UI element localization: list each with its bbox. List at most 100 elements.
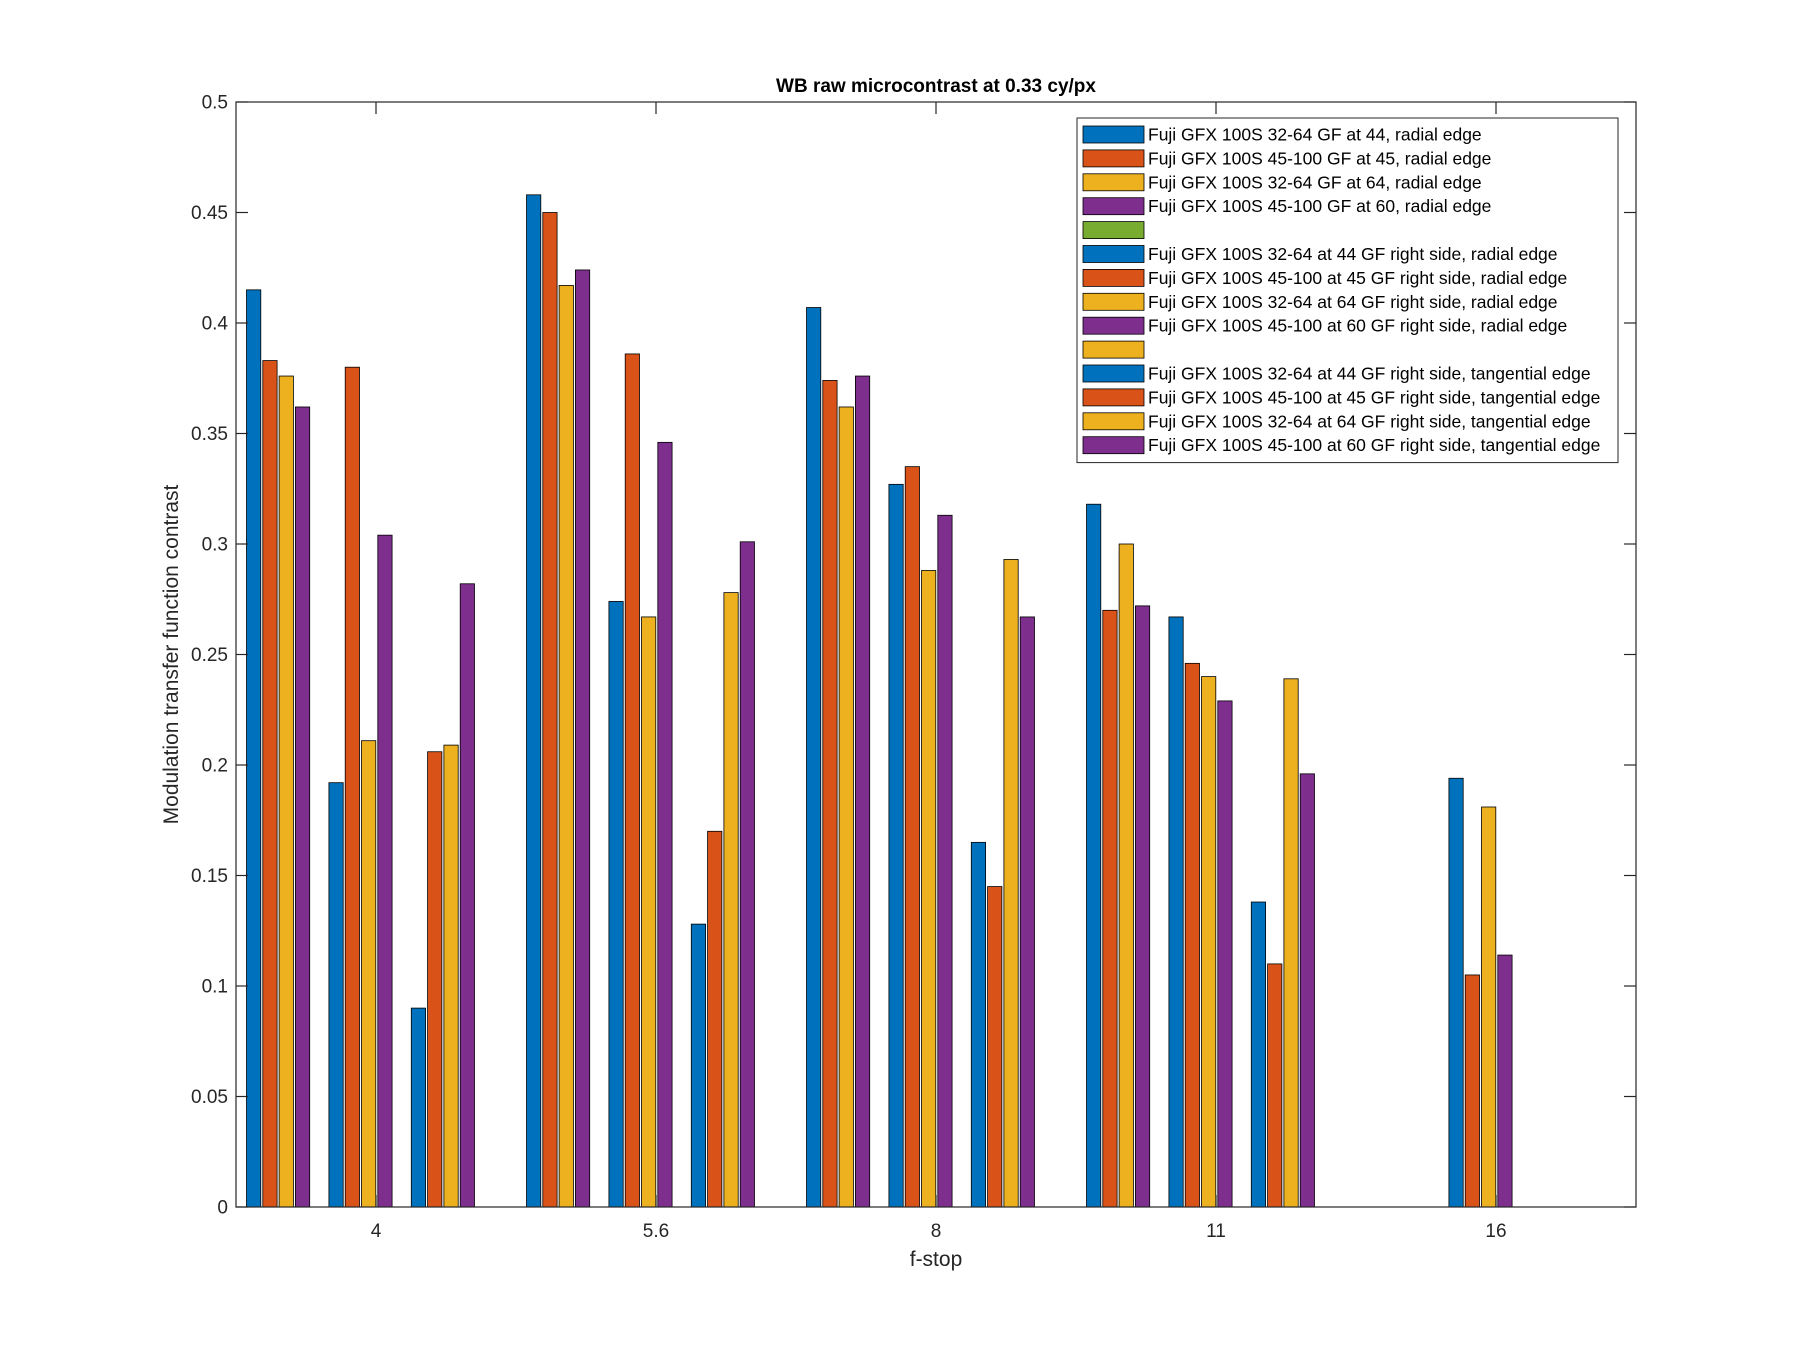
bar-series3-11 — [1118, 543, 1134, 1208]
bar-series1-4 — [246, 289, 262, 1208]
bar-series4-5_6 — [575, 269, 591, 1208]
y-axis-label: Modulation transfer function contrast — [160, 484, 183, 824]
y-tick-label: 0.15 — [191, 866, 228, 887]
bar-series5-11 — [1168, 616, 1184, 1208]
bar-series4-11 — [1135, 605, 1151, 1208]
bar-series2-4 — [262, 360, 278, 1208]
y-tick-label: 0 — [217, 1198, 228, 1219]
chart-title: WB raw microcontrast at 0.33 cy/px — [776, 76, 1096, 97]
bar-series3-5_6 — [558, 285, 574, 1208]
bar-series9-8 — [970, 841, 986, 1208]
bar-series8-16 — [1497, 954, 1513, 1208]
legend-box — [1076, 117, 1619, 464]
legend-swatch — [1082, 436, 1145, 455]
bar-series12-8 — [1019, 616, 1035, 1208]
x-tick-label: 4 — [371, 1221, 382, 1242]
legend-label: Fuji GFX 100S 45-100 at 60 GF right side… — [1148, 316, 1567, 336]
legend-swatch — [1082, 364, 1145, 383]
legend-swatch — [1082, 412, 1145, 431]
bar-series5-8 — [888, 483, 904, 1208]
bar-series4-4 — [294, 406, 311, 1208]
legend-swatch — [1082, 245, 1145, 263]
bar-series9-5_6 — [690, 923, 706, 1208]
bar-series5-4 — [328, 782, 344, 1208]
legend-label: Fuji GFX 100S 32-64 at 44 GF right side,… — [1148, 364, 1591, 384]
legend-swatch — [1082, 173, 1145, 192]
bar-series5-16 — [1448, 777, 1464, 1208]
legend-swatch — [1082, 316, 1145, 335]
bar-series10-4 — [427, 751, 443, 1208]
bar-series8-5_6 — [657, 441, 673, 1208]
bar-series8-11 — [1217, 700, 1233, 1208]
legend-swatch — [1082, 388, 1145, 407]
y-tick-label: 0.2 — [202, 756, 228, 777]
bar-series3-8 — [838, 406, 854, 1208]
bar-series11-11 — [1283, 678, 1299, 1208]
y-tick-label: 0.05 — [191, 1087, 228, 1108]
bar-series10-5_6 — [707, 830, 723, 1208]
bar-series11-5_6 — [723, 592, 739, 1208]
bar-series3-4 — [278, 375, 294, 1208]
bar-series9-11 — [1250, 901, 1267, 1208]
legend-swatch — [1082, 125, 1145, 144]
legend-swatch — [1082, 340, 1145, 359]
legend-label: Fuji GFX 100S 45-100 GF at 60, radial ed… — [1148, 196, 1491, 216]
bar-series1-8 — [806, 307, 822, 1208]
bar-series7-11 — [1201, 676, 1217, 1208]
legend-label: Fuji GFX 100S 32-64 at 64 GF right side,… — [1148, 411, 1591, 431]
bar-series7-16 — [1481, 806, 1497, 1208]
x-tick-label: 8 — [931, 1221, 942, 1242]
bar-series11-4 — [443, 744, 459, 1208]
bar-series2-8 — [822, 380, 838, 1208]
legend-label: Fuji GFX 100S 45-100 at 45 GF right side… — [1148, 268, 1567, 288]
bar-series5-5_6 — [608, 601, 624, 1208]
y-tick-label: 0.3 — [202, 535, 228, 556]
y-tick-label: 0.25 — [191, 645, 228, 666]
ticks-layer: 0 0.05 0.1 0.15 0.2 0.25 0.3 0.35 0.4 0.45 0.5 4 5.6… — [191, 93, 1636, 1242]
legend-label: Fuji GFX 100S 32-64 at 44 GF right side,… — [1148, 244, 1558, 264]
bar-series8-4 — [377, 534, 393, 1208]
y-tick-label: 0.4 — [202, 314, 229, 335]
legend-label: Fuji GFX 100S 45-100 at 45 GF right side… — [1148, 387, 1600, 407]
y-tick-label: 0.45 — [191, 203, 228, 224]
bar-series7-5_6 — [641, 616, 657, 1208]
bar-series6-11 — [1184, 662, 1200, 1208]
bar-series11-8 — [1003, 559, 1019, 1208]
bar-series7-4 — [361, 740, 377, 1208]
legend-label: Fuji GFX 100S 45-100 at 60 GF right side… — [1148, 435, 1600, 455]
x-axis-label: f-stop — [910, 1248, 963, 1271]
legend-label: Fuji GFX 100S 45-100 GF at 45, radial ed… — [1148, 148, 1491, 168]
bar-series9-4 — [410, 1007, 426, 1208]
legend-swatch — [1082, 292, 1145, 311]
y-tick-label: 0.35 — [191, 424, 228, 445]
legend-label: Fuji GFX 100S 32-64 GF at 64, radial edg… — [1148, 172, 1482, 192]
bar-series8-8 — [937, 514, 953, 1208]
legend-swatch — [1082, 268, 1145, 287]
legend-swatch — [1082, 197, 1145, 216]
bar-series6-5_6 — [624, 353, 640, 1208]
bar-series2-5_6 — [542, 212, 558, 1208]
bar-series6-8 — [904, 466, 920, 1208]
y-tick-label: 0.1 — [202, 977, 228, 998]
x-tick-label: 16 — [1485, 1221, 1506, 1242]
bar-series12-11 — [1299, 773, 1315, 1208]
legend-swatch — [1082, 221, 1145, 240]
bar-series1-11 — [1086, 503, 1102, 1208]
bar-series7-8 — [921, 570, 937, 1208]
legend: Fuji GFX 100S 32-64 GF at 44, radial edg… — [1076, 117, 1619, 464]
bar-series6-4 — [344, 366, 360, 1208]
x-tick-label: 5.6 — [643, 1221, 669, 1242]
x-tick-label: 11 — [1206, 1221, 1226, 1242]
legend-label: Fuji GFX 100S 32-64 at 64 GF right side,… — [1148, 292, 1558, 312]
bar-series2-11 — [1102, 609, 1118, 1208]
legend-swatch — [1082, 149, 1145, 168]
bar-series6-16 — [1464, 974, 1480, 1208]
bar-series12-5_6 — [739, 541, 755, 1208]
bar-series12-4 — [459, 583, 475, 1208]
bar-series4-8 — [855, 375, 871, 1208]
bar-series1-5_6 — [526, 194, 542, 1208]
legend-label: Fuji GFX 100S 32-64 GF at 44, radial edg… — [1148, 125, 1482, 145]
y-tick-label: 0.5 — [202, 93, 228, 114]
bar-series10-8 — [987, 886, 1003, 1208]
